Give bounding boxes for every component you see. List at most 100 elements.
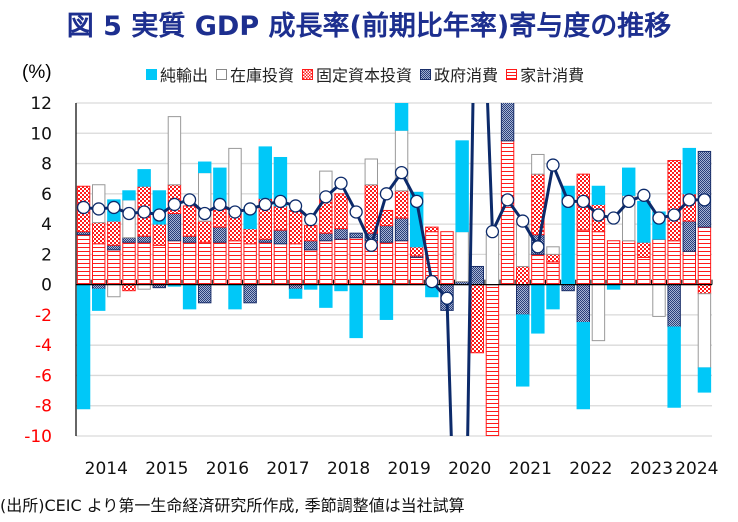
legend-swatch-net-exports bbox=[146, 68, 157, 80]
bar-government bbox=[182, 235, 197, 243]
y-tick-label: 8 bbox=[41, 155, 52, 175]
gdp-point bbox=[667, 208, 681, 222]
bar-household bbox=[122, 241, 136, 286]
y-tick-label: 12 bbox=[30, 94, 52, 114]
chart-title: 図 5 実質 GDP 成長率(前期比年率)寄与度の推移 bbox=[66, 11, 672, 42]
bar-net-exports bbox=[288, 288, 303, 299]
bar-net-exports bbox=[667, 326, 681, 408]
bar-net-exports bbox=[546, 284, 560, 310]
bar-net-exports bbox=[258, 146, 272, 199]
gdp-point bbox=[334, 176, 348, 190]
gdp-point bbox=[531, 240, 545, 254]
bar-fixed-investment bbox=[697, 284, 712, 295]
bar-household bbox=[152, 244, 166, 286]
x-tick-label: 2019 bbox=[388, 459, 431, 479]
gdp-point bbox=[485, 225, 500, 239]
bar-net-exports bbox=[622, 167, 636, 196]
bar-government bbox=[394, 217, 409, 242]
legend-label: 在庫投資 bbox=[230, 66, 295, 85]
bar-household bbox=[379, 241, 394, 286]
x-tick-label: 2017 bbox=[266, 459, 309, 479]
x-tick-label: 2014 bbox=[85, 459, 128, 479]
bar-fixed-investment bbox=[243, 228, 257, 245]
legend-swatch-inventory bbox=[216, 68, 228, 80]
x-tick-label: 2016 bbox=[206, 459, 249, 479]
y-tick-label: 2 bbox=[41, 245, 52, 265]
bar-government bbox=[682, 220, 696, 252]
gdp-point bbox=[652, 211, 666, 225]
legend-swatch-government bbox=[420, 68, 432, 80]
gdp-point bbox=[152, 208, 166, 222]
bar-government bbox=[167, 212, 182, 242]
bar-household bbox=[682, 250, 696, 286]
bar-household bbox=[167, 240, 182, 286]
y-tick-label: -6 bbox=[35, 366, 52, 386]
bar-household bbox=[92, 243, 106, 286]
gdp-point bbox=[122, 206, 136, 221]
gdp-point bbox=[304, 212, 318, 227]
bar-household bbox=[637, 256, 651, 286]
gdp-point bbox=[425, 274, 439, 289]
gdp-point bbox=[92, 202, 106, 216]
gdp-point bbox=[606, 211, 621, 225]
bar-household bbox=[500, 140, 515, 286]
bar-government bbox=[107, 244, 121, 251]
legend-swatch-fixed-investment bbox=[302, 68, 314, 80]
x-tick-label: 2023 bbox=[630, 459, 673, 479]
bar-government bbox=[273, 229, 288, 245]
legend-item-inventory: 在庫投資 bbox=[216, 62, 294, 86]
gdp-point bbox=[258, 197, 272, 212]
bar-net-exports bbox=[455, 140, 469, 233]
gdp-point bbox=[288, 199, 303, 213]
bar-net-exports bbox=[304, 284, 318, 290]
bar-inventory bbox=[167, 116, 182, 186]
bar-government bbox=[213, 226, 227, 243]
bar-government bbox=[334, 228, 348, 240]
y-axis-unit: (%) bbox=[22, 62, 52, 83]
y-tick-label: 0 bbox=[41, 276, 52, 296]
bar-inventory bbox=[485, 234, 500, 286]
legend-item-government: 政府消費 bbox=[420, 62, 498, 86]
bar-net-exports bbox=[606, 284, 621, 290]
legend-label: 純輸出 bbox=[160, 66, 209, 85]
gdp-point bbox=[182, 193, 197, 207]
gdp-point bbox=[516, 214, 530, 228]
bar-net-exports bbox=[182, 284, 197, 310]
bar-inventory bbox=[137, 284, 151, 290]
bar-fixed-investment bbox=[92, 222, 106, 245]
bar-fixed-investment bbox=[546, 253, 560, 263]
bar-government bbox=[697, 150, 712, 228]
bar-inventory bbox=[546, 246, 560, 255]
bar-household bbox=[258, 241, 272, 286]
gdp-line-series bbox=[76, 103, 712, 436]
bar-household bbox=[198, 241, 212, 286]
gdp-point bbox=[137, 205, 151, 219]
bar-fixed-investment bbox=[107, 220, 121, 246]
bar-government bbox=[500, 103, 515, 142]
x-tick-label: 2021 bbox=[509, 459, 552, 479]
bar-net-exports bbox=[76, 284, 91, 410]
bar-government bbox=[92, 284, 106, 290]
bar-fixed-investment bbox=[637, 241, 651, 258]
bar-government bbox=[349, 232, 363, 239]
bar-government bbox=[470, 265, 484, 286]
bar-household bbox=[576, 229, 590, 286]
bar-net-exports bbox=[319, 284, 333, 308]
bar-household bbox=[394, 240, 409, 286]
bar-net-exports bbox=[576, 321, 590, 410]
bar-household bbox=[228, 240, 242, 286]
bar-government bbox=[243, 284, 257, 304]
source-note: (出所)CEIC より第一生命経済研究所作成, 季節調整値は当社試算 bbox=[0, 496, 465, 515]
y-tick-label: 10 bbox=[30, 124, 52, 144]
y-tick-label: -2 bbox=[35, 306, 52, 326]
bar-household bbox=[652, 238, 666, 286]
bar-household bbox=[667, 240, 681, 286]
gdp-point bbox=[546, 158, 560, 172]
bar-inventory bbox=[697, 293, 712, 369]
bar-fixed-investment bbox=[273, 205, 288, 231]
bar-inventory bbox=[228, 147, 242, 214]
bar-household bbox=[440, 231, 454, 286]
x-tick-label: 2020 bbox=[448, 459, 491, 479]
bar-household bbox=[137, 241, 151, 286]
